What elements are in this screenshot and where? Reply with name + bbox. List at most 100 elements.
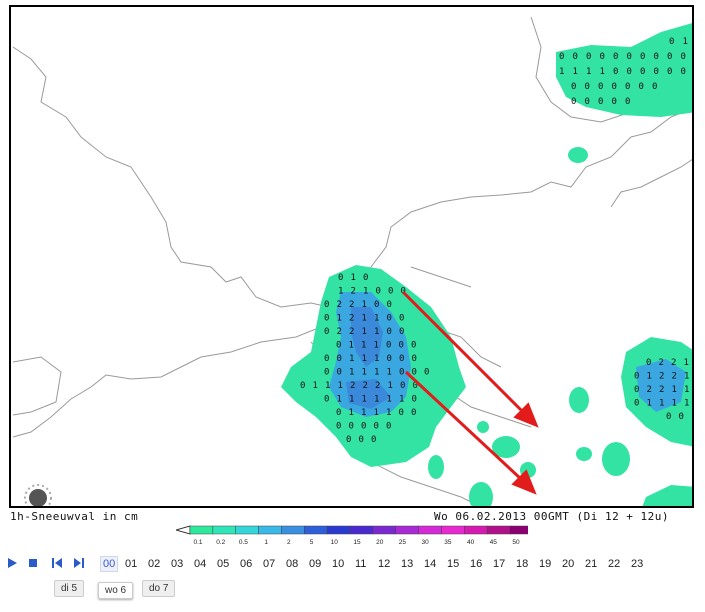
snow-value: 2 xyxy=(349,300,354,310)
snow-value: 0 xyxy=(371,435,376,445)
hour-05[interactable]: 05 xyxy=(217,558,230,570)
snow-value: 1 xyxy=(399,395,404,405)
scale-label: 20 xyxy=(376,539,384,546)
hour-03[interactable]: 03 xyxy=(171,558,184,570)
loading-spinner-icon xyxy=(24,484,52,506)
hour-01[interactable]: 01 xyxy=(125,558,138,570)
hour-20[interactable]: 20 xyxy=(562,558,575,570)
scale-label: 0.1 xyxy=(193,539,202,546)
snow-value: 1 xyxy=(374,314,379,324)
skip-back-icon[interactable] xyxy=(51,557,63,569)
hour-02[interactable]: 02 xyxy=(148,558,161,570)
snow-value: 0 xyxy=(324,314,329,324)
hour-04[interactable]: 04 xyxy=(194,558,207,570)
day-tab[interactable]: wo 6 xyxy=(98,582,134,599)
hour-15[interactable]: 15 xyxy=(447,558,460,570)
scale-label: 35 xyxy=(444,539,452,546)
continent-coast xyxy=(340,108,692,308)
hour-12[interactable]: 12 xyxy=(378,558,391,570)
snow-value: 1 xyxy=(349,368,354,378)
hour-08[interactable]: 08 xyxy=(286,558,299,570)
snow-value: 1 xyxy=(386,408,391,418)
snow-value: 0 xyxy=(399,314,404,324)
snow-value: 1 xyxy=(684,358,689,368)
snow-value: 0 xyxy=(613,67,618,77)
red-arrows xyxy=(401,290,539,495)
stop-icon[interactable] xyxy=(27,557,39,569)
snow-value: 0 xyxy=(399,354,404,364)
hour-16[interactable]: 16 xyxy=(470,558,483,570)
hour-17[interactable]: 17 xyxy=(493,558,506,570)
snow-value: 0 xyxy=(424,368,429,378)
hour-14[interactable]: 14 xyxy=(424,558,437,570)
scale-label: 50 xyxy=(512,539,520,546)
snow-value: 1 xyxy=(374,354,379,364)
snow-value: 1 xyxy=(361,408,366,418)
scale-label: 0.5 xyxy=(239,539,248,546)
denmark-coast xyxy=(610,159,692,208)
snow-value: 0 xyxy=(667,52,672,62)
scale-swatch xyxy=(441,525,465,535)
skip-forward-icon[interactable] xyxy=(73,557,85,569)
snow-value: 0 xyxy=(612,82,617,92)
snow-value: 0 xyxy=(346,435,351,445)
scale-swatch xyxy=(372,525,396,535)
snow-value: 0 xyxy=(640,67,645,77)
arrow-head-lower xyxy=(511,469,537,495)
day-tab[interactable]: di 5 xyxy=(54,580,85,597)
snow-value: 1 xyxy=(672,399,677,409)
hour-21[interactable]: 21 xyxy=(585,558,598,570)
snow-value: 1 xyxy=(387,368,392,378)
snow-value: 0 xyxy=(412,368,417,378)
snow-value: 0 xyxy=(399,368,404,378)
snow-value: 0 xyxy=(399,327,404,337)
snow-value: 2 xyxy=(351,287,356,297)
snow-value: 0 xyxy=(324,327,329,337)
snow-value: 2 xyxy=(672,372,677,382)
snow-value: 0 xyxy=(363,273,368,283)
hour-10[interactable]: 10 xyxy=(332,558,345,570)
hour-11[interactable]: 11 xyxy=(355,558,367,570)
snow-value: 0 xyxy=(336,341,341,351)
snow-value: 0 xyxy=(654,67,659,77)
day-tab[interactable]: do 7 xyxy=(142,580,176,597)
snow-value: 0 xyxy=(571,97,576,107)
snow-value: 0 xyxy=(669,37,674,47)
snow-value: 0 xyxy=(387,327,392,337)
snow-value: 1 xyxy=(684,385,689,395)
snow-value: 0 xyxy=(652,82,657,92)
hour-06[interactable]: 06 xyxy=(240,558,253,570)
snow-value: 0 xyxy=(585,82,590,92)
snow-value-grid-scandinavia: 0 10 0 0 0 0 0 0 0 0 01 1 1 1 0 0 0 0 0 00 0 0 0 0 0 00 0 0 0 0 xyxy=(559,37,688,107)
snow-value: 0 xyxy=(613,52,618,62)
snow-value: 0 xyxy=(388,287,393,297)
hour-22[interactable]: 22 xyxy=(608,558,621,570)
day-tabs: di 5 wo 6 do 7 xyxy=(0,578,705,608)
hour-19[interactable]: 19 xyxy=(539,558,552,570)
hour-00[interactable]: 00 xyxy=(100,556,119,572)
snow-value: 0 xyxy=(336,422,341,432)
snow-value: 0 xyxy=(374,300,379,310)
snow-areas xyxy=(281,23,692,506)
scale-label: 15 xyxy=(353,539,361,546)
hour-07[interactable]: 07 xyxy=(263,558,276,570)
snow-value: 0 xyxy=(324,354,329,364)
snow-value: 0 xyxy=(386,341,391,351)
snow-value: 1 xyxy=(349,395,354,405)
snow-value: 0 xyxy=(411,341,416,351)
snow-value: 0 xyxy=(571,82,576,92)
hour-13[interactable]: 13 xyxy=(401,558,414,570)
snow-value: 1 xyxy=(349,354,354,364)
snow-patch xyxy=(428,455,444,479)
hour-09[interactable]: 09 xyxy=(309,558,322,570)
scale-swatch xyxy=(258,525,282,535)
snow-area-southeast xyxy=(642,485,692,506)
play-icon[interactable] xyxy=(6,557,18,569)
scale-swatch xyxy=(326,525,351,535)
snow-value: 1 xyxy=(672,385,677,395)
scale-swatch xyxy=(212,525,236,535)
snow-value: 1 xyxy=(374,408,379,418)
hour-18[interactable]: 18 xyxy=(516,558,529,570)
scale-swatch xyxy=(486,525,511,535)
hour-23[interactable]: 23 xyxy=(631,558,644,570)
